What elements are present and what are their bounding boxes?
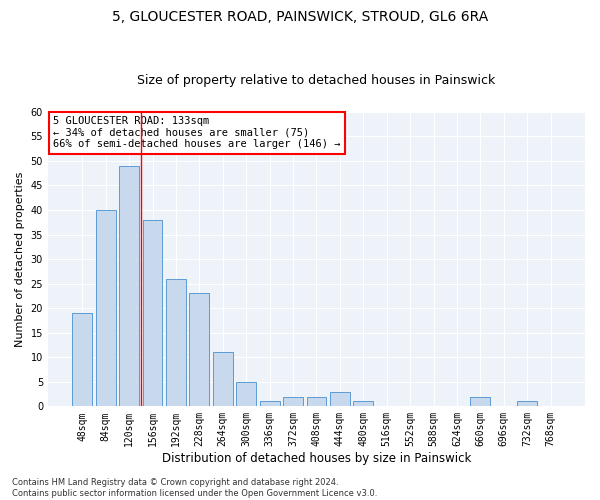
Bar bbox=[283, 396, 303, 406]
Bar bbox=[517, 402, 537, 406]
Bar bbox=[260, 402, 280, 406]
Bar bbox=[166, 278, 186, 406]
X-axis label: Distribution of detached houses by size in Painswick: Distribution of detached houses by size … bbox=[162, 452, 471, 465]
Text: 5, GLOUCESTER ROAD, PAINSWICK, STROUD, GL6 6RA: 5, GLOUCESTER ROAD, PAINSWICK, STROUD, G… bbox=[112, 10, 488, 24]
Bar bbox=[353, 402, 373, 406]
Title: Size of property relative to detached houses in Painswick: Size of property relative to detached ho… bbox=[137, 74, 496, 87]
Bar bbox=[143, 220, 163, 406]
Bar bbox=[470, 396, 490, 406]
Bar bbox=[119, 166, 139, 406]
Bar bbox=[96, 210, 116, 406]
Bar bbox=[236, 382, 256, 406]
Text: 5 GLOUCESTER ROAD: 133sqm
← 34% of detached houses are smaller (75)
66% of semi-: 5 GLOUCESTER ROAD: 133sqm ← 34% of detac… bbox=[53, 116, 341, 150]
Text: Contains HM Land Registry data © Crown copyright and database right 2024.
Contai: Contains HM Land Registry data © Crown c… bbox=[12, 478, 377, 498]
Bar bbox=[190, 294, 209, 406]
Y-axis label: Number of detached properties: Number of detached properties bbox=[15, 172, 25, 346]
Bar bbox=[330, 392, 350, 406]
Bar bbox=[213, 352, 233, 406]
Bar bbox=[73, 313, 92, 406]
Bar bbox=[307, 396, 326, 406]
